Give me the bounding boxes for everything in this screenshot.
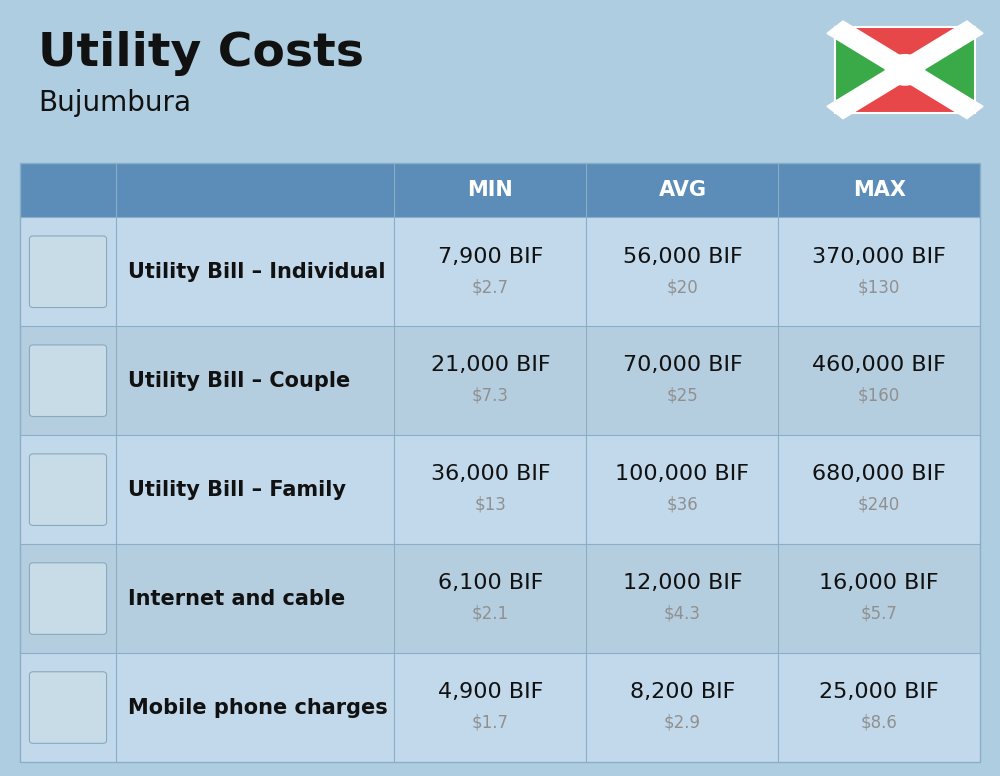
- Text: $25: $25: [667, 387, 698, 405]
- Text: 70,000 BIF: 70,000 BIF: [623, 355, 742, 376]
- Text: $2.9: $2.9: [664, 714, 701, 732]
- Text: Utility Bill – Couple: Utility Bill – Couple: [128, 371, 350, 390]
- Text: 6,100 BIF: 6,100 BIF: [438, 573, 543, 594]
- Text: $160: $160: [858, 387, 900, 405]
- Text: 7,900 BIF: 7,900 BIF: [438, 247, 543, 266]
- Text: 460,000 BIF: 460,000 BIF: [812, 355, 946, 376]
- Circle shape: [885, 54, 925, 85]
- FancyBboxPatch shape: [20, 653, 980, 762]
- Polygon shape: [835, 27, 905, 113]
- Polygon shape: [835, 27, 975, 70]
- Text: AVG: AVG: [658, 180, 706, 200]
- Text: 25,000 BIF: 25,000 BIF: [819, 682, 939, 702]
- Text: Utility Costs: Utility Costs: [38, 31, 364, 76]
- Text: 680,000 BIF: 680,000 BIF: [812, 464, 946, 484]
- FancyBboxPatch shape: [20, 435, 980, 544]
- Text: $5.7: $5.7: [861, 605, 898, 623]
- Text: $7.3: $7.3: [472, 387, 509, 405]
- Text: $20: $20: [667, 278, 698, 296]
- FancyBboxPatch shape: [29, 563, 107, 635]
- Text: 8,200 BIF: 8,200 BIF: [630, 682, 735, 702]
- FancyBboxPatch shape: [20, 544, 980, 653]
- Text: Bujumbura: Bujumbura: [38, 89, 191, 117]
- Text: $1.7: $1.7: [472, 714, 509, 732]
- Polygon shape: [827, 21, 983, 119]
- Text: 16,000 BIF: 16,000 BIF: [819, 573, 939, 594]
- FancyBboxPatch shape: [20, 326, 980, 435]
- Text: 370,000 BIF: 370,000 BIF: [812, 247, 946, 266]
- Text: MAX: MAX: [853, 180, 906, 200]
- Text: Mobile phone charges: Mobile phone charges: [128, 698, 388, 718]
- FancyBboxPatch shape: [29, 236, 107, 307]
- Polygon shape: [905, 27, 975, 113]
- Text: $130: $130: [858, 278, 900, 296]
- Text: $2.7: $2.7: [472, 278, 509, 296]
- FancyBboxPatch shape: [20, 217, 980, 326]
- Text: MIN: MIN: [468, 180, 513, 200]
- Text: Utility Bill – Family: Utility Bill – Family: [128, 480, 346, 500]
- FancyBboxPatch shape: [29, 454, 107, 525]
- Text: Utility Bill – Individual: Utility Bill – Individual: [128, 262, 386, 282]
- Text: 100,000 BIF: 100,000 BIF: [615, 464, 749, 484]
- Text: $13: $13: [474, 496, 506, 514]
- Polygon shape: [827, 21, 983, 119]
- Text: $2.1: $2.1: [472, 605, 509, 623]
- Text: 21,000 BIF: 21,000 BIF: [431, 355, 550, 376]
- Text: $8.6: $8.6: [861, 714, 898, 732]
- Text: $240: $240: [858, 496, 900, 514]
- Text: 56,000 BIF: 56,000 BIF: [623, 247, 742, 266]
- Text: Internet and cable: Internet and cable: [128, 589, 345, 608]
- FancyBboxPatch shape: [20, 163, 980, 217]
- Polygon shape: [835, 70, 975, 113]
- Text: 12,000 BIF: 12,000 BIF: [623, 573, 742, 594]
- Text: $4.3: $4.3: [664, 605, 701, 623]
- FancyBboxPatch shape: [29, 672, 107, 743]
- Text: $36: $36: [667, 496, 698, 514]
- Text: 4,900 BIF: 4,900 BIF: [438, 682, 543, 702]
- Text: 36,000 BIF: 36,000 BIF: [431, 464, 550, 484]
- FancyBboxPatch shape: [29, 345, 107, 417]
